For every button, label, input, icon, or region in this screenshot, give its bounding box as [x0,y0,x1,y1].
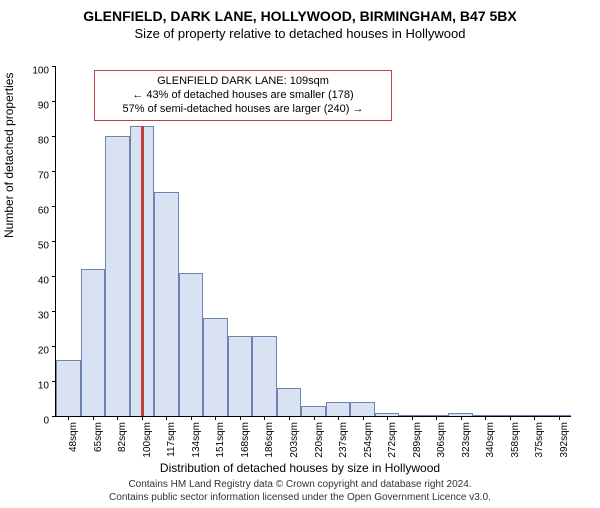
ytick-mark [52,416,56,417]
ytick-label: 80 [24,136,49,147]
histogram-bar [252,336,277,417]
xtick-label: 134sqm [191,422,202,458]
histogram-bar [56,360,81,416]
xtick-mark [534,416,535,420]
xtick-mark [142,416,143,420]
ytick-label: 40 [24,276,49,287]
xtick-label: 82sqm [117,422,128,452]
ytick-label: 0 [24,416,49,427]
footer-line1: Contains HM Land Registry data © Crown c… [0,479,600,492]
footer: Contains HM Land Registry data © Crown c… [0,479,600,504]
ytick-label: 20 [24,346,49,357]
xtick-mark [314,416,315,420]
ytick-label: 50 [24,241,49,252]
xtick-mark [264,416,265,420]
xtick-label: 48sqm [68,422,79,452]
xtick-mark [191,416,192,420]
ytick-label: 70 [24,171,49,182]
ytick-mark [52,66,56,67]
xtick-mark [166,416,167,420]
ytick-mark [52,346,56,347]
histogram-bar [326,402,351,416]
xtick-label: 65sqm [93,422,104,452]
xtick-mark [215,416,216,420]
xtick-label: 272sqm [387,422,398,458]
ytick-label: 100 [24,66,49,77]
annotation-box: GLENFIELD DARK LANE: 109sqm ← 43% of det… [94,70,392,121]
ytick-mark [52,171,56,172]
xtick-mark [485,416,486,420]
ytick-label: 30 [24,311,49,322]
ytick-mark [52,136,56,137]
histogram-bar [105,136,130,416]
histogram-bar [277,388,302,416]
ytick-label: 60 [24,206,49,217]
xtick-mark [387,416,388,420]
ytick-mark [52,241,56,242]
ytick-mark [52,101,56,102]
xtick-mark [93,416,94,420]
xtick-mark [559,416,560,420]
xtick-label: 392sqm [559,422,570,458]
xtick-mark [363,416,364,420]
histogram-bar [301,406,326,417]
ytick-label: 90 [24,101,49,112]
xtick-mark [117,416,118,420]
x-axis-label: Distribution of detached houses by size … [0,461,600,475]
xtick-label: 323sqm [461,422,472,458]
ytick-label: 10 [24,381,49,392]
xtick-label: 306sqm [436,422,447,458]
xtick-mark [461,416,462,420]
xtick-mark [436,416,437,420]
ytick-mark [52,276,56,277]
histogram-bar [154,192,179,416]
histogram-bar [179,273,204,417]
annotation-line3: 57% of semi-detached houses are larger (… [103,103,383,117]
xtick-mark [338,416,339,420]
xtick-label: 289sqm [412,422,423,458]
histogram-bar [350,402,375,416]
histogram-bar [203,318,228,416]
xtick-mark [240,416,241,420]
histogram-bar [81,269,106,416]
y-axis-label: Number of detached properties [2,73,16,238]
xtick-label: 100sqm [142,422,153,458]
chart-title: GLENFIELD, DARK LANE, HOLLYWOOD, BIRMING… [0,8,600,24]
annotation-line2: ← 43% of detached houses are smaller (17… [103,89,383,103]
xtick-label: 220sqm [314,422,325,458]
ytick-mark [52,206,56,207]
xtick-label: 358sqm [510,422,521,458]
chart-subtitle: Size of property relative to detached ho… [0,26,600,41]
annotation-line1: GLENFIELD DARK LANE: 109sqm [103,75,383,89]
ytick-mark [52,311,56,312]
xtick-label: 375sqm [534,422,545,458]
xtick-label: 203sqm [289,422,300,458]
xtick-label: 117sqm [166,422,177,457]
xtick-label: 168sqm [240,422,251,458]
footer-line2: Contains public sector information licen… [0,492,600,505]
xtick-mark [68,416,69,420]
xtick-label: 186sqm [264,422,275,458]
marker-line [141,126,144,417]
xtick-label: 254sqm [363,422,374,458]
xtick-label: 237sqm [338,422,349,458]
xtick-label: 151sqm [215,422,226,458]
xtick-mark [510,416,511,420]
xtick-mark [289,416,290,420]
xtick-mark [412,416,413,420]
histogram-bar [228,336,253,417]
xtick-label: 340sqm [485,422,496,458]
